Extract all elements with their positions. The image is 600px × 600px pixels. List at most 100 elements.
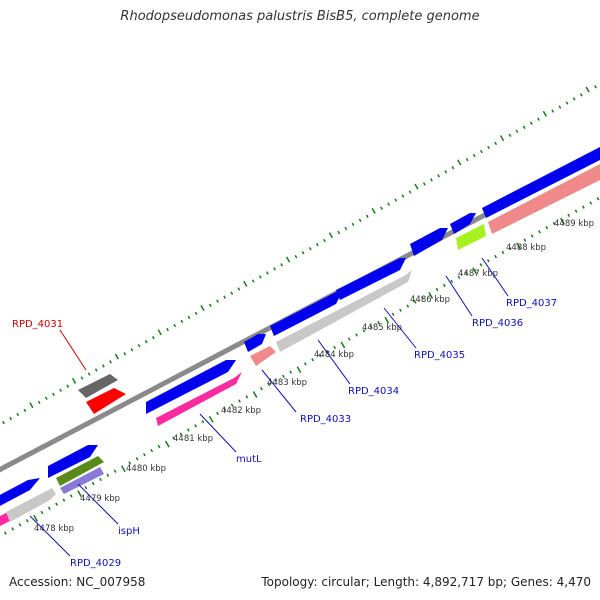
tick-mark [494,254,497,259]
scale-label-4483: 4483 kbp [267,378,307,388]
tick-mark [501,250,505,255]
cds-forward-1[interactable] [0,478,40,508]
tick-mark [71,377,77,384]
tick-mark [560,217,565,225]
tick-mark [245,395,249,399]
tick-mark [371,207,376,214]
leader-isph [77,483,119,525]
gene-label-rpd4036[interactable]: RPD_4036 [472,318,523,329]
tick-mark [18,523,22,527]
cds-forward-4[interactable] [244,334,266,352]
tick-mark [574,209,578,213]
gene-label-rpd4034[interactable]: RPD_4034 [348,386,399,397]
tick-mark [358,218,362,222]
tick-mark [123,352,127,356]
tick-mark [516,242,521,250]
tick-mark [430,178,433,182]
tick-mark [565,101,569,105]
cds-gray-1[interactable] [6,488,56,522]
tick-mark [552,221,556,226]
tick-mark [101,364,105,368]
tick-mark [274,378,278,383]
tick-mark [450,279,454,284]
leader-mutl [199,413,237,453]
cds-forward-7[interactable] [410,228,448,256]
tick-mark [351,222,355,227]
cds-salmon-1[interactable] [250,346,276,366]
tick-mark [406,304,410,308]
tick-mark [201,419,205,424]
gene-label-rpd4033[interactable]: RPD_4033 [300,414,351,425]
tick-mark [401,194,405,198]
cds-lime[interactable] [456,224,486,250]
leader-rpd4031 [59,329,87,371]
gene-label-rpd4029[interactable]: RPD_4029 [70,558,121,569]
cds-forward-8[interactable] [450,213,476,234]
cds-dark-gray[interactable] [78,374,118,398]
gene-label-mutl[interactable]: mutL [236,454,262,465]
gene-label-isph[interactable]: ispH [118,526,140,537]
tick-mark [267,382,271,387]
tick-mark [594,85,597,89]
tick-mark [365,214,369,218]
tick-mark [237,287,241,291]
tick-mark [457,275,461,279]
tick-mark [243,280,248,287]
reverse-strand-features [0,164,600,526]
cds-red[interactable] [86,388,126,414]
tick-mark [542,110,547,117]
tick-mark [194,424,197,428]
tick-mark [301,251,305,255]
tick-mark [260,386,263,391]
scale-label-4479: 4479 kbp [80,494,120,504]
tick-mark [52,392,55,396]
tick-mark [457,159,462,166]
tick-mark [230,403,234,407]
tick-mark [294,255,298,259]
tick-mark [128,461,132,465]
tick-mark [280,263,284,267]
tick-mark [325,349,329,354]
cds-forward-6[interactable] [336,258,406,300]
tick-mark [558,105,562,109]
tick-mark [137,344,141,348]
tick-mark [589,201,593,205]
tick-mark [508,133,512,138]
cds-olive[interactable] [56,456,104,486]
tick-mark [486,259,490,263]
tick-mark [150,448,154,453]
cds-forward-3[interactable] [146,360,236,414]
tick-mark [337,230,341,235]
tick-mark [289,370,293,374]
tick-mark [69,494,73,498]
tick-mark [180,319,184,324]
cds-forward-9[interactable] [482,147,600,218]
leader-rpd4033 [261,369,297,413]
gene-label-rpd4035[interactable]: RPD_4035 [414,350,465,361]
tick-mark [285,256,291,263]
tick-mark [166,327,169,332]
tick-mark [377,320,380,325]
cds-salmon-2[interactable] [488,164,600,234]
tick-mark [362,329,366,333]
tick-mark [567,213,571,218]
tick-mark [258,275,262,279]
gene-label-rpd4031[interactable]: RPD_4031 [12,319,63,330]
tick-mark [151,335,155,340]
cds-forward-5[interactable] [270,292,342,336]
gene-label-rpd4037[interactable]: RPD_4037 [506,298,557,309]
tick-mark [422,182,426,186]
tick-mark [487,145,490,150]
tick-mark [216,411,219,416]
tick-mark [144,340,148,344]
tick-mark [142,452,146,457]
cds-gray-2[interactable] [276,270,412,352]
tick-mark [384,316,390,324]
cds-pink-mutL[interactable] [156,372,242,426]
cds-lavender[interactable] [60,467,104,494]
cds-forward-2[interactable] [48,445,98,478]
tick-mark [91,481,95,486]
tick-mark [451,166,455,170]
tick-mark [442,283,446,288]
